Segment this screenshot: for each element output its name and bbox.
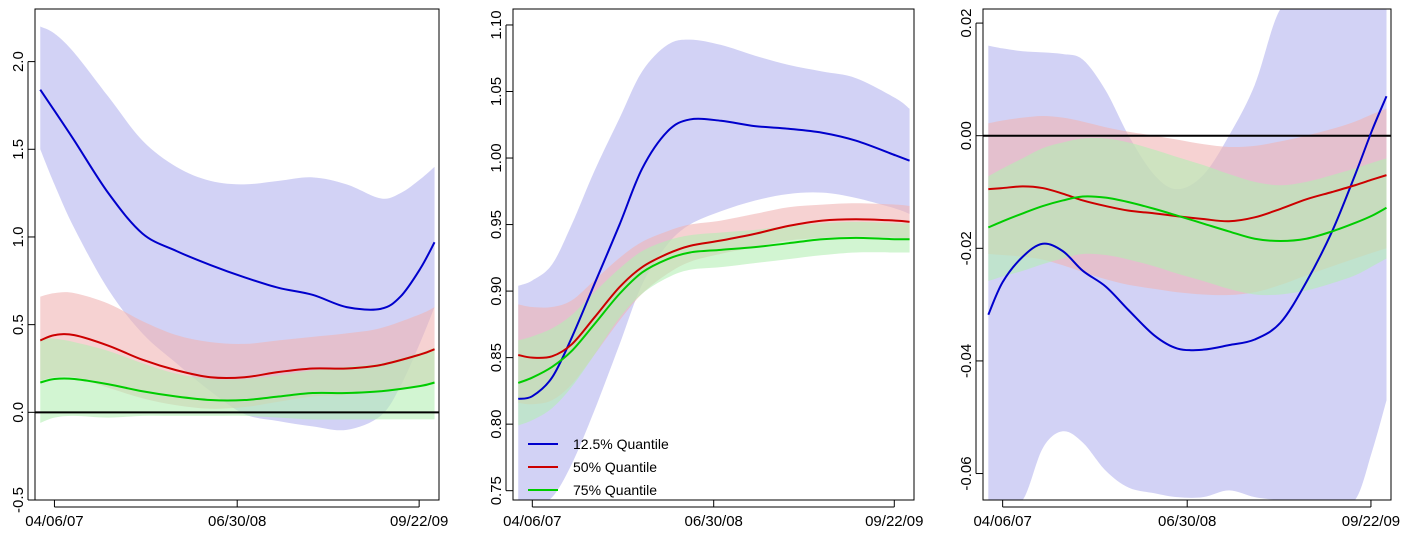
chart-panel-3: -0.06 -0.04 -0.02 0.00 0.02 04/06/07 06/30/08 0… bbox=[958, 8, 1400, 530]
series-line-2 bbox=[518, 218, 910, 359]
x-tick-label: 09/22/09 bbox=[390, 513, 448, 530]
legend: 12.5% Quantile 50% Quantile 75% Quantile bbox=[528, 436, 669, 498]
y-tick-label: 0.90 bbox=[488, 276, 505, 305]
series-line-3 bbox=[987, 195, 1387, 242]
x-tick-label: 09/22/09 bbox=[865, 513, 923, 530]
x-tick-label: 04/06/07 bbox=[503, 513, 561, 530]
y-tick-label: 0.95 bbox=[488, 210, 505, 239]
y-tick-label: -0.04 bbox=[958, 344, 975, 378]
series-line-1 bbox=[39, 89, 436, 311]
y-tick-label: 0.80 bbox=[488, 410, 505, 439]
x-tick-label: 04/06/07 bbox=[25, 513, 83, 530]
plot-area bbox=[35, 26, 439, 431]
chart-panel-1: -0.5 0.0 0.5 1.0 1.5 2.0 04/06/07 06/30/08 09/22… bbox=[10, 8, 448, 530]
y-tick-label: -0.06 bbox=[958, 456, 975, 490]
confidence-band-3 bbox=[518, 221, 910, 426]
y-tick-label: 1.00 bbox=[488, 143, 505, 172]
y-tick-label: -0.5 bbox=[10, 487, 27, 513]
y-tick-label: 2.0 bbox=[10, 51, 27, 72]
plot-area bbox=[983, 9, 1391, 500]
legend-label-1: 12.5% Quantile bbox=[573, 436, 669, 452]
confidence-band-1 bbox=[518, 39, 910, 500]
y-tick-label: 0.02 bbox=[958, 8, 975, 37]
y-tick-label: 0.0 bbox=[10, 402, 27, 423]
x-tick-label: 06/30/08 bbox=[1158, 513, 1216, 530]
y-tick-label: 1.10 bbox=[488, 10, 505, 39]
y-tick-label: 1.0 bbox=[10, 227, 27, 248]
x-tick-label: 09/22/09 bbox=[1342, 513, 1400, 530]
plot-area bbox=[517, 39, 910, 500]
y-tick-label: 0.5 bbox=[10, 314, 27, 335]
y-tick-label: 1.5 bbox=[10, 139, 27, 160]
series-line-3 bbox=[517, 236, 910, 384]
confidence-band-3 bbox=[40, 338, 435, 423]
y-tick-label: -0.02 bbox=[958, 231, 975, 265]
series-line-3 bbox=[40, 377, 435, 402]
y-tick-label: 0.75 bbox=[488, 476, 505, 505]
x-tick-label: 06/30/08 bbox=[208, 513, 266, 530]
legend-label-2: 50% Quantile bbox=[573, 459, 657, 475]
y-tick-label: 0.85 bbox=[488, 343, 505, 372]
y-tick-label: 0.00 bbox=[958, 121, 975, 150]
x-tick-label: 04/06/07 bbox=[973, 513, 1031, 530]
legend-label-3: 75% Quantile bbox=[573, 482, 657, 498]
series-line-2 bbox=[39, 333, 435, 380]
chart-panel-2: 0.75 0.80 0.85 0.90 0.95 1.00 1.05 1.10 04/06/07… bbox=[488, 8, 923, 530]
y-tick-label: 1.05 bbox=[488, 77, 505, 106]
x-tick-label: 06/30/08 bbox=[685, 513, 743, 530]
